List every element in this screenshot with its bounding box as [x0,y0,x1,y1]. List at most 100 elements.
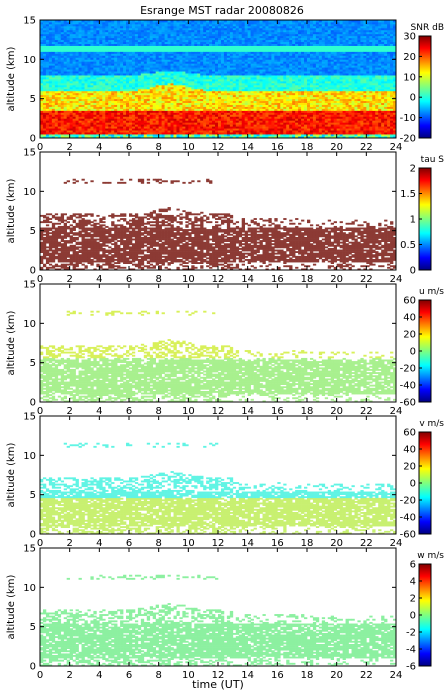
echo-field [40,310,397,403]
colorbar-tick-label: -10 [400,113,416,124]
x-tick-label: 10 [182,670,195,681]
y-tick-label: 5 [30,226,36,237]
colorbar-label: u m/s [419,287,444,297]
x-tick-label: 2 [66,274,72,285]
y-tick-label: 15 [23,16,36,27]
x-tick-label: 10 [182,538,195,549]
colorbar-tick-label: 4 [410,577,416,588]
x-tick-label: 24 [390,142,403,153]
x-tick-label: 12 [212,142,225,153]
x-tick-label: 22 [360,406,373,417]
x-tick-label: 6 [126,670,132,681]
x-tick-label: 6 [126,274,132,285]
colorbar-tick-label: 20 [403,330,416,341]
colorbar-tick-label: 40 [403,313,416,324]
x-tick-label: 20 [330,406,343,417]
x-tick-label: 20 [330,538,343,549]
y-tick-label: 10 [23,583,36,594]
x-tick-label: 10 [182,274,195,285]
x-tick-label: 14 [241,274,254,285]
x-tick-label: 18 [301,670,314,681]
colorbar-label: v m/s [419,419,444,429]
colorbar-tick-label: -4 [406,645,416,656]
colorbar [418,35,432,139]
colorbar-tick-label: 20 [403,462,416,473]
x-tick-label: 22 [360,670,373,681]
x-tick-label: 20 [330,670,343,681]
y-tick-label: 5 [30,490,36,501]
x-tick-label: 18 [301,406,314,417]
y-tick-label: 0 [30,266,36,277]
echo-field [40,574,397,667]
x-tick-label: 22 [360,538,373,549]
echo-field [40,20,397,139]
colorbar-tick-label: -60 [400,398,416,409]
x-tick-label: 6 [126,142,132,153]
y-tick-label: 5 [30,94,36,105]
x-axis-label: time (UT) [192,678,244,691]
x-tick-label: 8 [155,538,161,549]
x-tick-label: 4 [96,142,102,153]
x-tick-label: 8 [155,670,161,681]
x-tick-label: 0 [37,274,43,285]
x-tick-label: 12 [212,538,225,549]
colorbar-tick-label: -40 [400,513,416,524]
colorbar-label: w m/s [417,551,444,561]
y-tick-label: 0 [30,398,36,409]
colorbar-tick-label: 2 [410,164,416,175]
x-tick-label: 10 [182,406,195,417]
x-tick-label: 4 [96,406,102,417]
x-tick-label: 4 [96,670,102,681]
x-tick-label: 10 [182,142,195,153]
x-tick-label: 6 [126,406,132,417]
colorbar-tick-label: 0 [410,479,416,490]
x-tick-label: 6 [126,538,132,549]
colorbar-tick-label: -60 [400,530,416,541]
y-tick-label: 0 [30,662,36,673]
x-tick-label: 8 [155,274,161,285]
colorbar-tick-label: 10 [403,72,416,83]
colorbar-tick-label: 0 [410,266,416,277]
y-axis-label: altitude (km) [6,442,17,507]
colorbar-tick-label: 60 [403,428,416,439]
y-tick-label: 0 [30,530,36,541]
colorbar-tick-label: -40 [400,381,416,392]
echo-field [40,442,397,535]
y-tick-label: 5 [30,358,36,369]
y-tick-label: 15 [23,148,36,159]
x-tick-label: 14 [241,142,254,153]
colorbar-tick-label: -20 [400,364,416,375]
x-tick-label: 16 [271,538,284,549]
x-tick-label: 12 [212,274,225,285]
x-tick-label: 12 [212,670,225,681]
y-axis-label: altitude (km) [6,310,17,375]
x-tick-label: 16 [271,670,284,681]
x-tick-label: 24 [390,274,403,285]
y-tick-label: 10 [23,55,36,66]
colorbar-label: SNR dB [411,23,444,33]
x-tick-label: 18 [301,142,314,153]
x-tick-label: 20 [330,142,343,153]
x-tick-label: 8 [155,142,161,153]
colorbar-tick-label: 0 [410,93,416,104]
x-tick-label: 16 [271,274,284,285]
x-tick-label: 2 [66,670,72,681]
x-tick-label: 2 [66,538,72,549]
colorbar-tick-label: 0.5 [400,240,416,251]
colorbar-tick-label: 0 [410,611,416,622]
x-tick-label: 4 [96,274,102,285]
colorbar-tick-label: -2 [406,628,416,639]
x-tick-label: 24 [390,670,403,681]
y-tick-label: 10 [23,319,36,330]
x-tick-label: 24 [390,538,403,549]
y-tick-label: 10 [23,187,36,198]
x-tick-label: 16 [271,406,284,417]
x-tick-label: 0 [37,406,43,417]
x-tick-label: 24 [390,406,403,417]
x-tick-label: 18 [301,274,314,285]
y-axis-label: altitude (km) [6,46,17,111]
